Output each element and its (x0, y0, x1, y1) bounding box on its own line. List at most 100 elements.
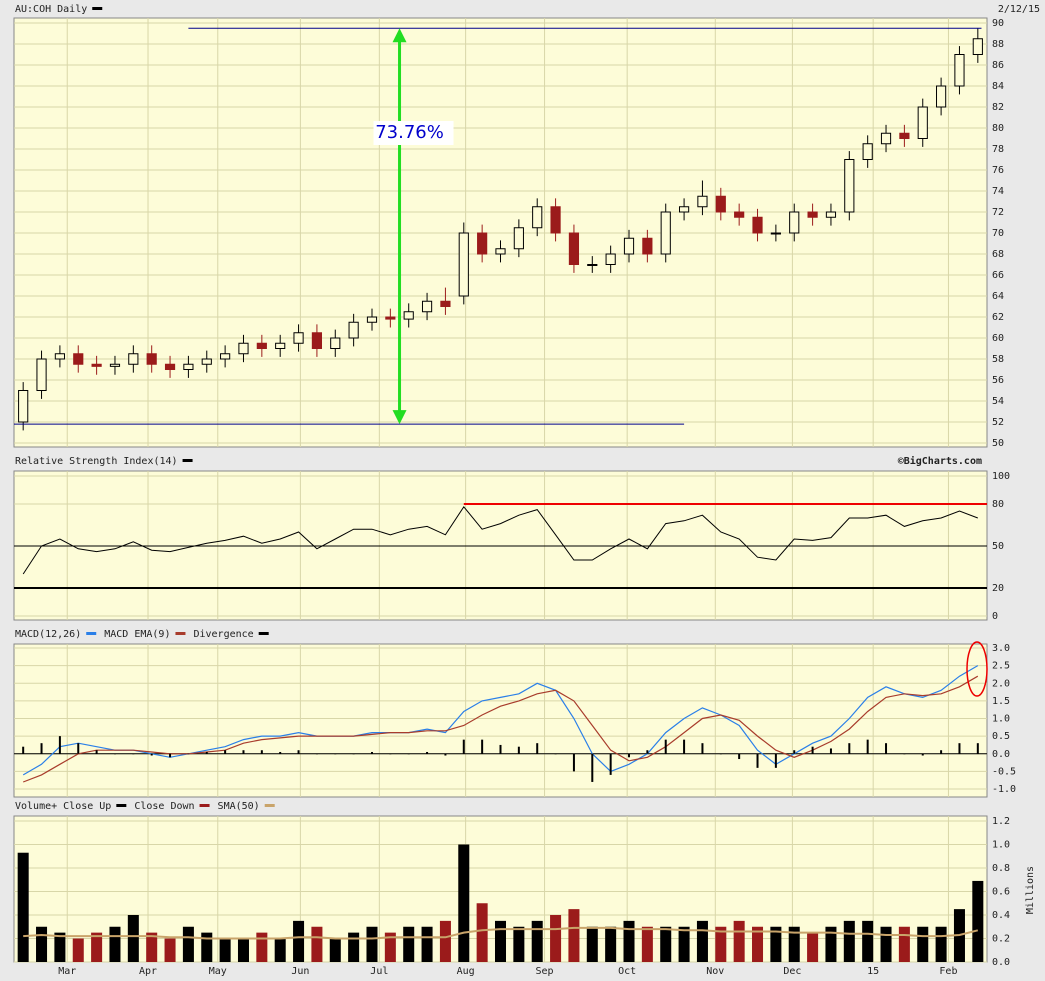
arrow-head (392, 28, 407, 43)
candle-body (532, 206, 543, 229)
divergence-bar (187, 753, 190, 755)
y-tick-label: 50 (992, 438, 1004, 449)
volume-bar (54, 932, 66, 962)
legend-label: MACD(12,26) (15, 629, 81, 640)
candle-body (146, 353, 157, 365)
divergence-bar (260, 750, 263, 754)
divergence-bar (646, 750, 649, 754)
candle-body (275, 342, 286, 349)
candle-body (238, 342, 249, 355)
candle-body (201, 358, 212, 365)
series-line (22, 665, 979, 776)
y-tick-label: -1.0 (992, 784, 1016, 795)
volume-bar (752, 926, 764, 962)
divergence-bar (444, 753, 447, 756)
candle-body (715, 195, 726, 213)
divergence-bar (389, 753, 392, 755)
candle-body (752, 216, 763, 234)
volume-bar (494, 920, 507, 962)
series-line (23, 926, 979, 940)
y-tick-label: -0.5 (992, 766, 1016, 777)
x-tick-label: May (209, 966, 227, 977)
y-tick-label: 0.6 (992, 887, 1010, 898)
divergence-bar (22, 746, 25, 754)
divergence-bar (628, 753, 631, 758)
y-tick-label: 20 (992, 583, 1004, 594)
y-tick-label: 54 (992, 396, 1004, 407)
legend-label: AU:COH Daily (15, 4, 87, 15)
x-tick-label: Feb (939, 966, 957, 977)
panel (13, 643, 988, 798)
candle-body (128, 353, 139, 365)
divergence-bar (848, 743, 851, 754)
divergence-bar (866, 739, 869, 754)
volume-bar (127, 915, 139, 962)
divergence-bar (609, 753, 612, 775)
divergence-bar (40, 743, 43, 754)
volume-bar (807, 932, 819, 962)
y-tick-label: 82 (992, 102, 1004, 113)
volume-bar (843, 920, 855, 962)
y-tick-label: 80 (992, 123, 1004, 134)
volume-bar (403, 926, 415, 962)
candle-body (385, 316, 396, 320)
volume-bar (329, 938, 341, 962)
divergence-bar (150, 753, 153, 756)
candle-body (899, 132, 910, 139)
divergence-bar (683, 739, 686, 754)
volume-bar (531, 920, 543, 962)
y-tick-label: 1.2 (992, 816, 1010, 827)
divergence-bar (334, 753, 337, 755)
y-tick-label: 3.0 (992, 643, 1010, 654)
divergence-bar (921, 753, 924, 756)
divergence-bar (903, 753, 906, 755)
candle-body (348, 321, 359, 339)
divergence-bar (297, 750, 300, 754)
divergence-bar (940, 750, 943, 754)
legend-label: SMA(50) (218, 801, 260, 812)
candle-body (91, 363, 102, 367)
candle-body (513, 227, 524, 250)
divergence-bar (774, 753, 777, 768)
divergence-bar (517, 746, 520, 754)
candle-body (880, 132, 892, 145)
volume-bar (935, 926, 947, 962)
candle-body (311, 332, 323, 349)
volume-bar (788, 926, 800, 962)
x-tick-label: Aug (457, 966, 475, 977)
legend-swatch (199, 804, 210, 807)
y-tick-label: 86 (992, 60, 1004, 71)
y-tick-label: 58 (992, 354, 1004, 365)
volume-bar (384, 932, 396, 962)
label-box (373, 121, 454, 145)
y-tick-label: 62 (992, 312, 1004, 323)
highlight-ring (966, 641, 988, 697)
x-tick-label: Jun (291, 966, 309, 977)
volume-bar (36, 926, 48, 962)
divergence-bar (58, 736, 61, 754)
divergence-bar (481, 739, 484, 754)
legend-swatch (116, 804, 127, 807)
volume-bar (862, 920, 874, 962)
legend-swatch (92, 7, 103, 10)
candle-body (36, 358, 47, 391)
candle-body (954, 54, 965, 87)
candle-body (568, 232, 580, 265)
candle-body (256, 342, 267, 349)
volume-bar (880, 926, 892, 962)
legend-swatch (182, 459, 193, 462)
volume-bar (274, 938, 286, 962)
volume-bar (219, 938, 231, 962)
volume-bar (733, 920, 745, 962)
x-tick-label: 15 (867, 966, 879, 977)
y-tick-label: 76 (992, 165, 1004, 176)
candle-body (936, 85, 947, 108)
candle-body (807, 211, 818, 218)
candle-body (825, 211, 837, 218)
x-tick-label: Oct (618, 966, 636, 977)
x-tick-label: Nov (706, 966, 724, 977)
y-tick-label: 0.0 (992, 749, 1010, 760)
y-tick-label: 1.0 (992, 714, 1010, 725)
date-label: 2/12/15 (998, 4, 1040, 15)
candle-body (678, 206, 690, 213)
